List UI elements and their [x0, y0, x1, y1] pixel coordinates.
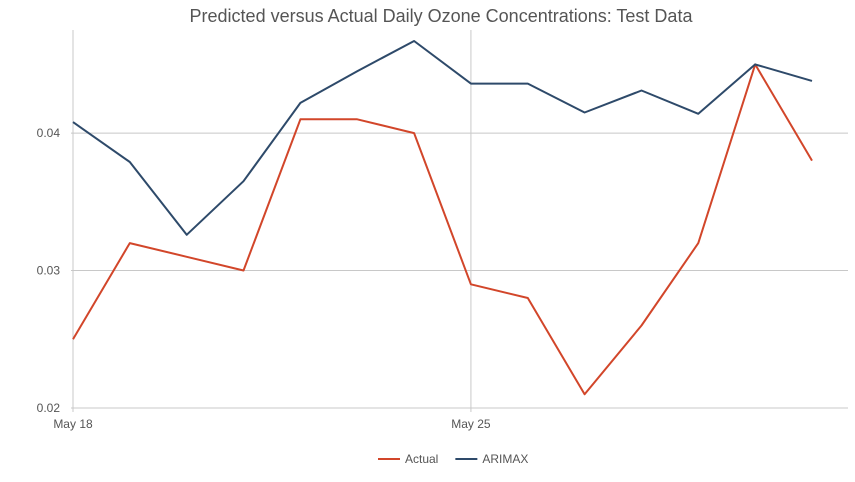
- series-lines: [72, 40, 813, 396]
- series-line-actual: [72, 63, 813, 396]
- y-tick-label: 0.02: [37, 401, 61, 415]
- legend-label-actual: Actual: [405, 452, 438, 466]
- series-line-arimax: [72, 40, 813, 236]
- legend: Actual ARIMAX: [378, 452, 528, 466]
- gridlines: [71, 30, 848, 412]
- chart-title: Predicted versus Actual Daily Ozone Conc…: [190, 6, 694, 26]
- x-tick-label: May 18: [53, 417, 93, 431]
- y-tick-label: 0.04: [37, 126, 61, 140]
- legend-label-arimax: ARIMAX: [482, 452, 528, 466]
- x-tick-label: May 25: [451, 417, 491, 431]
- y-axis-ticks: 0.02 0.03 0.04: [37, 126, 61, 415]
- x-axis-ticks: May 18 May 25: [53, 417, 491, 431]
- y-tick-label: 0.03: [37, 264, 61, 278]
